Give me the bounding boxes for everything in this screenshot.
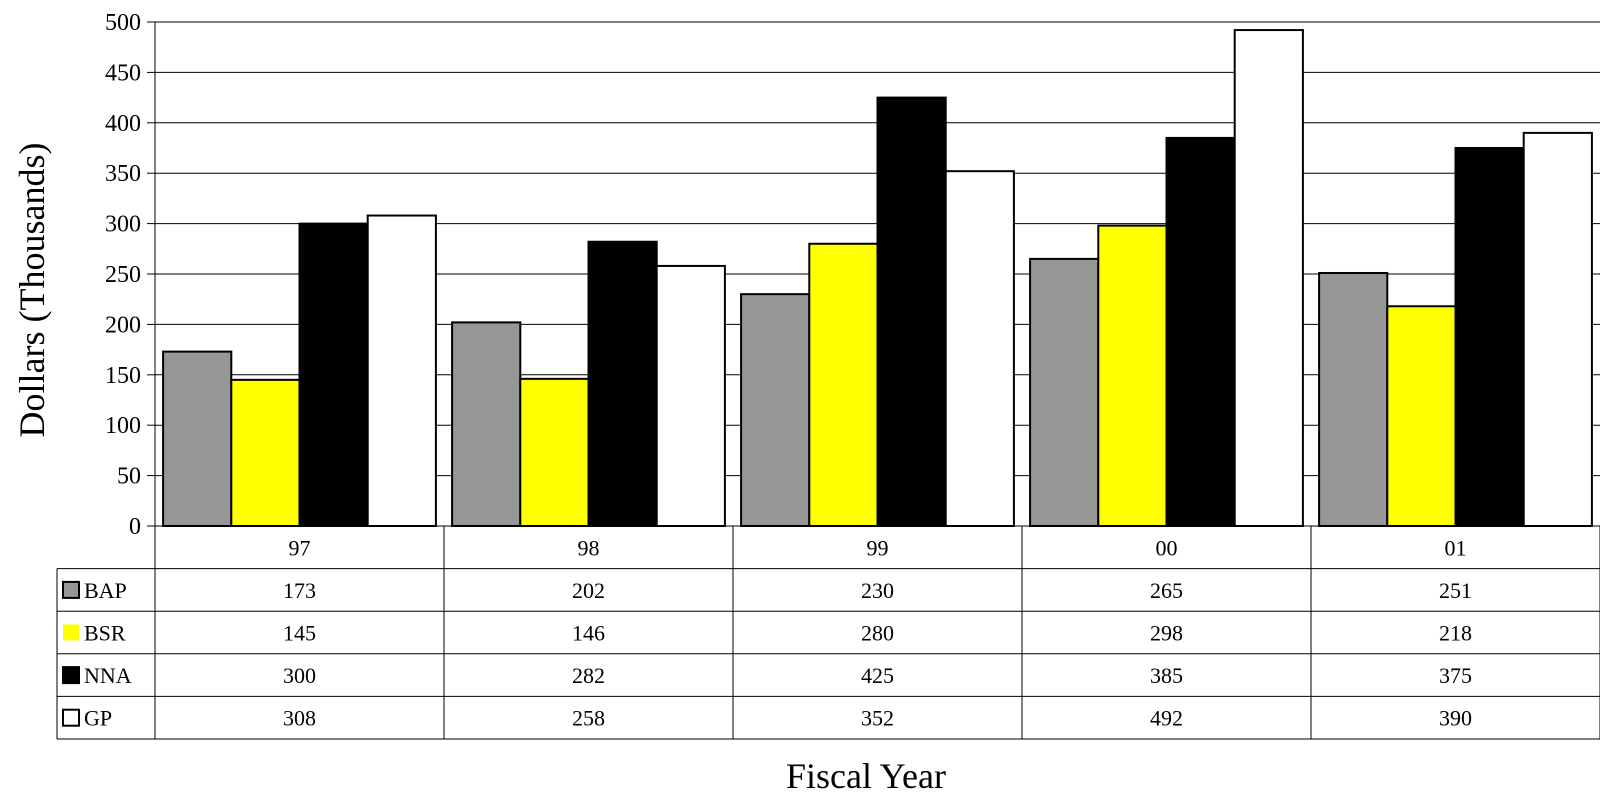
y-tick-labels: 0 50 100 150 200 250 300 350 400 450 500 <box>105 10 141 540</box>
y-tick-label: 100 <box>105 413 141 439</box>
y-tick-label: 200 <box>105 312 141 338</box>
bar-bap-99 <box>740 293 811 527</box>
y-tick-label: 450 <box>105 60 141 86</box>
x-tick-label: 00 <box>1156 535 1178 560</box>
bar-bsr-99 <box>808 242 879 527</box>
x-axis-title: Fiscal Year <box>786 756 946 796</box>
bar-nna-99 <box>876 96 947 527</box>
table-cell-bsr-00: 298 <box>1150 621 1183 646</box>
bar-bap-98 <box>451 321 522 527</box>
y-tick-label: 400 <box>105 111 141 137</box>
bars <box>162 29 1593 528</box>
table-cell-nna-97: 300 <box>283 663 316 688</box>
y-tick-label: 350 <box>105 161 141 187</box>
bar-bsr-01 <box>1386 305 1457 528</box>
x-tick-label: 01 <box>1445 535 1467 560</box>
bar-gp-98 <box>655 264 726 527</box>
table-cell-gp-01: 390 <box>1439 706 1472 731</box>
data-table: 97 98 99 00 01 BAP 173 202 230 265 251 BSR 145 146 280… <box>56 525 1600 740</box>
bar-bsr-97 <box>230 378 301 527</box>
bar-nna-97 <box>298 222 369 527</box>
table-cell-bsr-98: 146 <box>572 621 605 646</box>
x-tick-label: 99 <box>867 535 889 560</box>
bar-nna-01 <box>1454 147 1525 527</box>
x-tick-label: 98 <box>578 535 600 560</box>
y-tick-label: 0 <box>129 514 141 540</box>
legend-label-gp: GP <box>84 706 112 731</box>
bar-nna-00 <box>1165 136 1236 527</box>
table-cell-gp-98: 258 <box>572 706 605 731</box>
table-cell-bsr-97: 145 <box>283 621 316 646</box>
bar-gp-97 <box>366 214 437 527</box>
bar-nna-98 <box>587 240 658 528</box>
legend-label-bap: BAP <box>84 578 127 603</box>
legend-swatch-bsr <box>63 624 79 641</box>
table-cell-gp-99: 352 <box>861 706 894 731</box>
axes <box>147 21 156 527</box>
table-cell-gp-00: 492 <box>1150 706 1183 731</box>
table-cell-nna-00: 385 <box>1150 663 1183 688</box>
table-cell-bsr-01: 218 <box>1439 621 1472 646</box>
bar-bap-00 <box>1029 257 1100 527</box>
y-tick-label: 500 <box>105 10 141 36</box>
table-cell-bap-97: 173 <box>283 578 316 603</box>
table-cell-bap-99: 230 <box>861 578 894 603</box>
y-axis-title: Dollars (Thousands) <box>12 143 52 438</box>
y-tick-label: 300 <box>105 212 141 238</box>
table-cell-bap-00: 265 <box>1150 578 1183 603</box>
table-cell-nna-01: 375 <box>1439 663 1472 688</box>
table-cell-nna-98: 282 <box>572 663 605 688</box>
table-cell-gp-97: 308 <box>283 706 316 731</box>
bar-bsr-98 <box>519 377 590 527</box>
y-tick-label: 250 <box>105 262 141 288</box>
bar-gp-01 <box>1522 131 1593 527</box>
legend-swatch-bap <box>62 580 80 599</box>
y-tick-label: 50 <box>117 464 141 490</box>
legend-swatch-nna <box>62 666 80 685</box>
y-tick-label: 150 <box>105 363 141 389</box>
table-cell-bap-98: 202 <box>572 578 605 603</box>
bar-bap-01 <box>1318 271 1389 527</box>
bar-gp-99 <box>944 170 1015 528</box>
bar-bap-97 <box>162 350 233 527</box>
bar-bsr-00 <box>1097 224 1168 527</box>
table-cell-bap-01: 251 <box>1439 578 1472 603</box>
bar-gp-00 <box>1233 29 1304 528</box>
legend-label-bsr: BSR <box>84 621 126 646</box>
x-tick-label: 97 <box>289 535 311 560</box>
legend-label-nna: NNA <box>84 663 132 688</box>
table-cell-bsr-99: 280 <box>861 621 894 646</box>
table-cell-nna-99: 425 <box>861 663 894 688</box>
legend-swatch-gp <box>62 708 80 727</box>
